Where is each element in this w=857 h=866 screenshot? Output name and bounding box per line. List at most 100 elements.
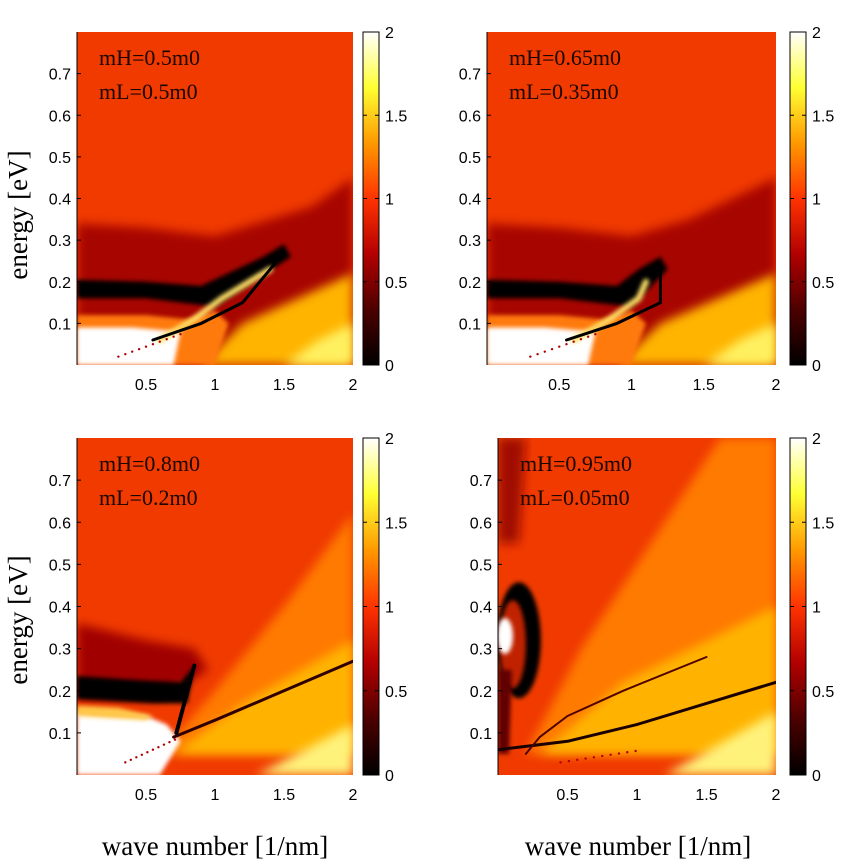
colorbar-tick-label: 1.5 [812, 515, 834, 532]
colorbar: 0 0.5 1 1.5 2 [362, 431, 407, 785]
colorbar-tick-label: 0 [385, 358, 394, 375]
y-tick-label: 0.1 [49, 316, 71, 333]
bright-core [284, 323, 353, 365]
colorbar-tick-label: 1.5 [385, 108, 407, 125]
y-tick-label: 0.3 [470, 642, 492, 659]
trace-dot [124, 352, 127, 356]
y-tick-label: 0.2 [49, 275, 71, 292]
y-tick-label: 0.5 [49, 557, 71, 574]
y-tick-label: 0.4 [49, 600, 71, 617]
bright-arm [570, 278, 649, 343]
x-tick-label: 0.5 [548, 377, 570, 394]
dark-band [77, 665, 195, 704]
panel-annotation: mH=0.65m0 [509, 45, 621, 70]
panel-top-right: 0.1 0.2 0.3 0.4 0.5 0.6 0.7 0.5 1 1.5 2 mH=0.65m0 mL… [459, 25, 835, 394]
trace-dot [529, 355, 532, 358]
bright-region [617, 273, 776, 365]
colorbar-tick-label: 0.5 [812, 684, 834, 701]
bright-spot [498, 617, 513, 654]
dark-curve-2 [524, 656, 708, 755]
trace-dot [179, 332, 182, 336]
y-tick-label: 0.2 [459, 275, 481, 292]
trace-dot [558, 345, 561, 348]
fan-core [539, 606, 776, 754]
y-tick-label: 0.5 [459, 150, 481, 167]
bright-arm [156, 266, 274, 343]
y-tick-label: 0.5 [470, 557, 492, 574]
y-tick-label: 0.1 [470, 726, 492, 743]
panel-annotation: mL=0.05m0 [520, 485, 630, 510]
x-tick-label: 1 [211, 377, 220, 394]
panel-bottom-right: 0.1 0.2 0.3 0.4 0.5 0.6 0.7 0.5 1 1.5 2 mH=0.95m0 mL… [470, 431, 835, 804]
bright-core [256, 724, 353, 775]
trace-dot [536, 352, 539, 356]
dark-streak [498, 438, 526, 544]
ylabel-top: energy [eV] [3, 150, 33, 279]
trace-dot [576, 758, 579, 762]
colorbar-tick-label: 1.5 [812, 108, 834, 125]
panel-annotation: mL=0.2m0 [99, 485, 198, 510]
y-tick-label: 0.1 [49, 726, 71, 743]
colorbar-tick-label: 0 [812, 358, 821, 375]
trace-dot [579, 337, 583, 341]
colorbar-tick-label: 2 [385, 25, 394, 42]
x-tick-label: 1.5 [693, 377, 715, 394]
trace-dot [634, 749, 637, 753]
y-tick-label: 0.7 [49, 473, 71, 490]
trace-dot [129, 758, 133, 762]
y-tick-label: 0.6 [49, 108, 71, 125]
y-tick-label: 0.3 [459, 233, 481, 250]
y-tick-label: 0.6 [459, 108, 481, 125]
colorbar: 0 0.5 1 1.5 2 [789, 431, 834, 785]
trace-dot [626, 751, 629, 754]
colorbar-tick-label: 1 [385, 192, 394, 209]
colorbar-tick-label: 1 [385, 600, 394, 617]
y-tick-label: 0.3 [49, 233, 71, 250]
dark-arm-join [174, 663, 197, 735]
panel-annotation: mL=0.35m0 [509, 79, 619, 104]
trace-dot [173, 738, 177, 741]
colorbar-tick-label: 2 [385, 431, 394, 448]
x-tick-label: 2 [349, 377, 358, 394]
trace-dot [592, 756, 596, 759]
y-tick-label: 0.7 [49, 67, 71, 84]
trace-dot [137, 347, 141, 351]
y-tick-label: 0.6 [49, 515, 71, 532]
colorbar-tick-label: 1.5 [385, 515, 407, 532]
colorbar-tick-label: 0 [812, 768, 821, 785]
y-tick-label: 0.1 [459, 316, 481, 333]
trace-dot [157, 745, 160, 749]
trace-dot [168, 740, 171, 744]
panel-bottom-left: 0.1 0.2 0.3 0.4 0.5 0.6 0.7 0.5 1 1.5 2 mH=0.8m0 mL=… [49, 431, 408, 804]
trace-dot [172, 335, 175, 338]
trace-dot [144, 345, 148, 348]
colorbar: 0 0.5 1 1.5 2 [789, 25, 834, 375]
dark-arm [565, 263, 662, 342]
dark-curve [498, 680, 776, 752]
y-tick-label: 0.4 [49, 192, 71, 209]
y-tick-label: 0.2 [49, 684, 71, 701]
trace-dot [135, 756, 138, 759]
x-tick-label: 1 [627, 377, 636, 394]
trace-dot [567, 759, 571, 763]
dark-arm [151, 251, 286, 342]
bright-region [201, 273, 353, 365]
panel-top-left: 0.1 0.2 0.3 0.4 0.5 0.6 0.7 0.5 1 1.5 2 mH=0.5m0 mL=… [49, 25, 408, 394]
colorbar-tick-label: 0.5 [385, 275, 407, 292]
trace-dot [158, 340, 161, 343]
trace-dot [140, 753, 144, 756]
bright-core [703, 323, 776, 365]
trace-dot [572, 340, 575, 343]
x-tick-label: 1 [633, 787, 642, 804]
x-tick-label: 1 [211, 787, 220, 804]
ylabel-bottom: energy [eV] [3, 555, 33, 684]
trace-dot [165, 337, 168, 341]
y-tick-label: 0.5 [49, 150, 71, 167]
xlabel-right: wave number [1/nm] [525, 831, 751, 861]
trace-dot [609, 753, 612, 756]
edge-region [77, 705, 153, 721]
dark-arm [172, 659, 353, 739]
colorbar-tick-label: 0.5 [385, 684, 407, 701]
colorbar-tick-label: 2 [812, 431, 821, 448]
